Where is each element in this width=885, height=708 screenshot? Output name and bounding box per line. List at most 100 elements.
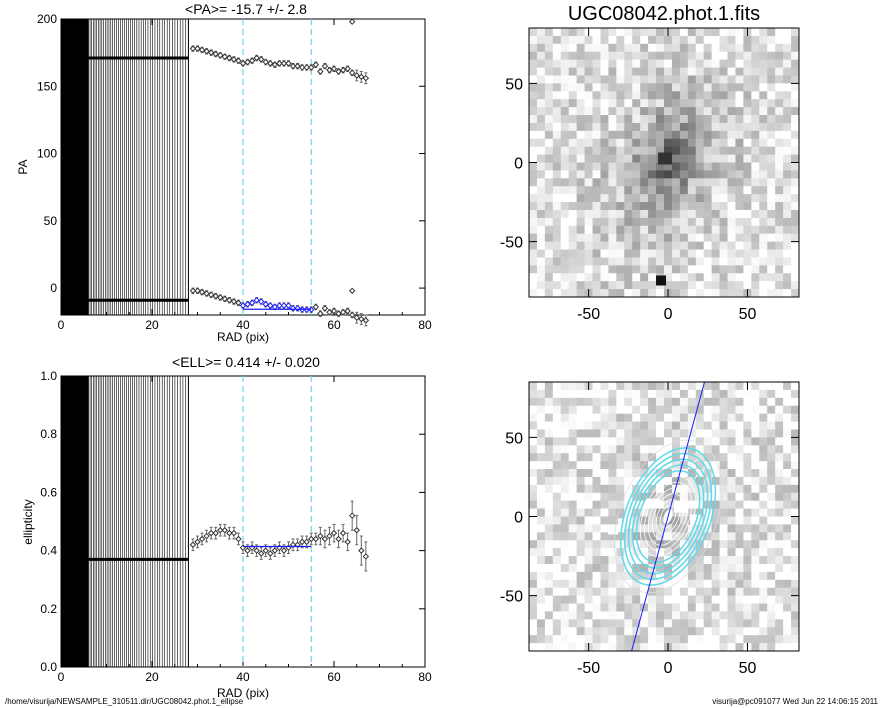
image-pixel xyxy=(783,476,792,486)
image-pixel xyxy=(719,162,729,171)
image-pixel xyxy=(751,83,760,92)
image-pixel xyxy=(624,413,633,423)
image-pixel xyxy=(584,563,594,573)
image-pixel xyxy=(664,476,673,486)
image-pixel xyxy=(584,107,594,116)
image-pixel xyxy=(544,154,554,163)
image-pixel xyxy=(608,389,617,399)
image-pixel xyxy=(719,178,729,187)
data-point xyxy=(226,54,233,62)
image-pixel xyxy=(711,209,721,219)
image-pixel xyxy=(529,508,538,517)
image-pixel xyxy=(719,154,729,163)
image-pixel xyxy=(759,548,768,557)
image-pixel xyxy=(759,225,768,235)
image-pixel xyxy=(584,603,594,612)
image-pixel xyxy=(544,445,554,454)
image-pixel xyxy=(664,429,673,438)
image-pixel xyxy=(536,289,546,298)
image-pixel xyxy=(616,202,625,211)
image-pixel xyxy=(584,389,594,399)
image-pixel xyxy=(727,75,736,84)
image-pixel xyxy=(687,587,697,597)
image-pixel xyxy=(656,249,665,258)
image-pixel xyxy=(791,469,800,478)
image-pixel xyxy=(664,635,673,644)
image-pixel xyxy=(703,627,713,636)
major-axis-line xyxy=(631,381,705,652)
data-point xyxy=(321,305,329,312)
image-pixel xyxy=(544,281,554,290)
image-pixel xyxy=(703,619,713,628)
image-pixel xyxy=(560,540,570,549)
image-pixel xyxy=(751,51,760,61)
image-pixel xyxy=(624,587,633,597)
image-pixel xyxy=(592,115,601,124)
image-pixel xyxy=(576,619,586,628)
isophote-ellipse xyxy=(627,458,709,575)
image-pixel xyxy=(671,611,681,620)
image-pixel xyxy=(727,429,736,438)
image-pixel xyxy=(775,43,784,53)
image-pixel xyxy=(791,194,800,203)
image-pixel xyxy=(552,532,562,541)
image-pixel xyxy=(592,249,601,258)
image-pixel xyxy=(600,107,609,116)
image-pixel xyxy=(735,429,744,438)
image-pixel xyxy=(791,532,800,541)
image-pixel xyxy=(791,484,800,494)
image-pixel xyxy=(703,91,713,100)
image-pixel xyxy=(735,627,744,636)
image-pixel xyxy=(584,453,594,462)
image-pixel xyxy=(767,556,776,565)
image-pixel xyxy=(624,67,633,76)
isophote-ellipse xyxy=(631,464,705,569)
image-pixel xyxy=(536,421,546,430)
image-pixel xyxy=(608,587,617,597)
image-pixel xyxy=(743,257,752,266)
image-pixel xyxy=(624,257,633,266)
image-pixel xyxy=(616,603,625,612)
image-pixel xyxy=(759,146,768,156)
image-pixel xyxy=(648,595,657,605)
image-pixel xyxy=(703,217,713,227)
image-pixel xyxy=(584,51,594,61)
image-pixel xyxy=(679,162,689,171)
image-pixel xyxy=(608,556,617,565)
image-pixel xyxy=(632,437,641,446)
image-pixel xyxy=(711,281,721,290)
image-pixel xyxy=(727,516,736,525)
image-pixel xyxy=(751,59,760,69)
image-pixel xyxy=(791,587,800,597)
image-pixel xyxy=(791,249,800,258)
x-tick-label: 0 xyxy=(58,670,65,684)
image-pixel xyxy=(656,556,665,565)
image-pixel xyxy=(608,281,617,290)
image-pixel xyxy=(632,289,641,298)
image-pixel xyxy=(775,75,784,84)
image-pixel xyxy=(671,194,681,203)
image-pixel xyxy=(751,389,760,399)
image-pixel xyxy=(576,75,586,84)
image-pixel xyxy=(783,563,792,573)
image-pixel xyxy=(544,217,554,227)
image-pixel xyxy=(640,28,649,37)
image-pixel xyxy=(576,611,586,620)
image-pixel xyxy=(735,130,744,140)
image-title: UGC08042.phot.1.fits xyxy=(568,3,760,25)
data-point xyxy=(212,50,219,58)
data-point xyxy=(203,48,210,55)
image-pixel xyxy=(767,107,776,116)
image-pixel xyxy=(640,265,649,274)
image-pixel xyxy=(592,540,601,549)
image-pixel xyxy=(560,241,570,251)
outlier-point xyxy=(348,18,356,25)
pa-plot: <PA>= -15.7 +/- 2.8 RAD (pix) PA 0 20 40 60… xyxy=(16,1,432,344)
star-source xyxy=(656,275,667,286)
image-pixel xyxy=(544,91,554,100)
image-pixel xyxy=(664,492,673,502)
image-pixel xyxy=(727,484,736,494)
image-pixel xyxy=(640,138,649,148)
image-pixel xyxy=(656,138,665,148)
image-pixel xyxy=(703,273,713,282)
